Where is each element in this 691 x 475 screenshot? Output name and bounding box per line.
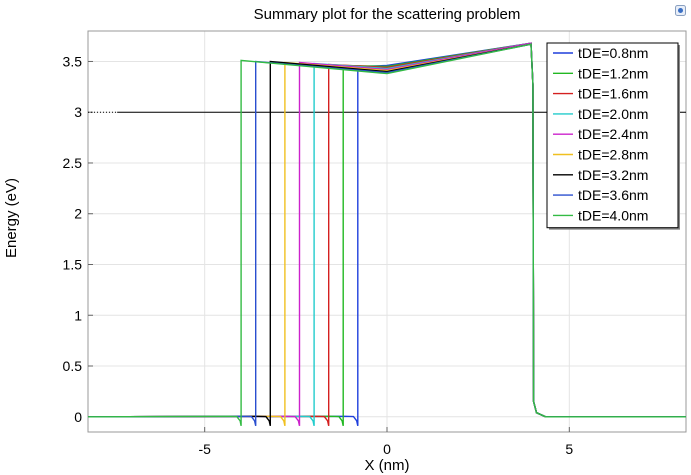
- legend-entry: tDE=1.6nm: [578, 86, 648, 102]
- series-line: [87, 43, 686, 427]
- legend-entry: tDE=2.4nm: [578, 126, 648, 142]
- legend-entry: tDE=2.0nm: [578, 106, 648, 122]
- legend-entry: tDE=4.0nm: [578, 207, 648, 223]
- legend-entry: tDE=1.2nm: [578, 65, 648, 81]
- y-tick-label: 0: [74, 409, 82, 425]
- y-tick-label: 3: [74, 104, 82, 120]
- y-tick-label: 3.5: [63, 53, 83, 69]
- series-lines: [87, 42, 686, 427]
- x-axis-label: X (nm): [365, 457, 410, 474]
- x-tick-label: 0: [383, 441, 391, 457]
- y-axis-label: Energy (eV): [3, 178, 20, 258]
- legend-entry: tDE=0.8nm: [578, 45, 648, 61]
- legend-entry: tDE=3.2nm: [578, 167, 648, 183]
- legend-entry: tDE=3.6nm: [578, 187, 648, 203]
- axis-ticks: -5 0 5 0 0.5 1 1.5 2 2.5 3 3.5: [63, 53, 574, 457]
- x-tick-label: -5: [198, 441, 211, 457]
- y-tick-label: 1: [74, 307, 82, 323]
- export-icon[interactable]: [675, 5, 686, 16]
- legend-entry: tDE=2.8nm: [578, 147, 648, 163]
- y-tick-label: 1.5: [63, 256, 83, 272]
- chart-title: Summary plot for the scattering problem: [253, 6, 521, 23]
- x-tick-label: 5: [565, 441, 573, 457]
- y-tick-label: 2: [74, 206, 82, 222]
- y-tick-label: 0.5: [63, 358, 83, 374]
- chart-legend: tDE=0.8nm tDE=1.2nm tDE=1.6nm tDE=2.0nm tDE=…: [546, 42, 680, 230]
- y-tick-label: 2.5: [63, 155, 83, 171]
